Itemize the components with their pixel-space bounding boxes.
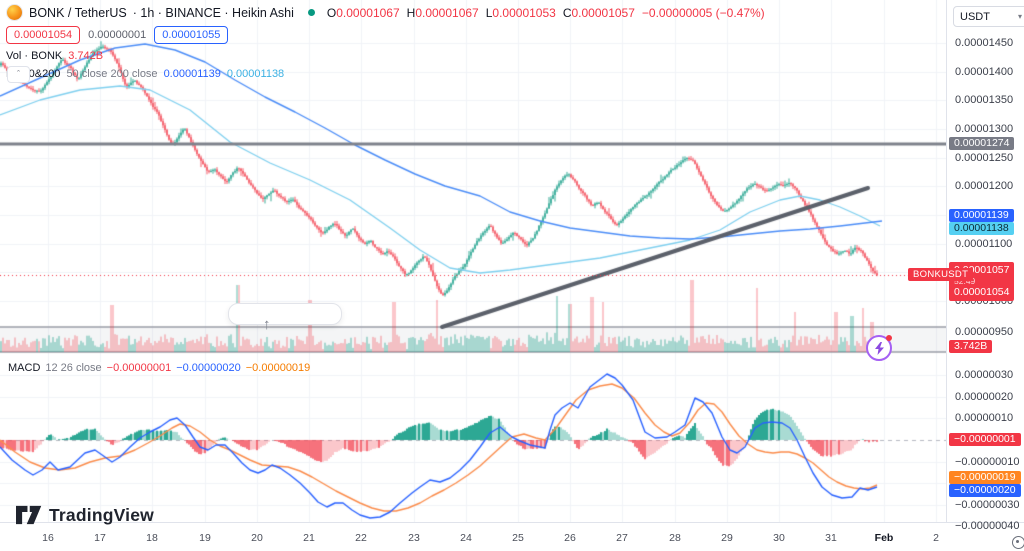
time-tick-label[interactable]: 23 [408,532,420,544]
notification-dot [886,335,892,341]
spread-value: 0.00000001 [88,29,147,41]
chart-legend: BONK / TetherUS · 1h · BINANCE · Heikin … [6,4,765,80]
time-tick-label[interactable]: 17 [94,532,106,544]
volume-value: 3.742B [68,50,104,62]
time-tick-label[interactable]: 16 [42,532,54,544]
macd-hist-badge: −0.00000001 [949,433,1021,446]
ma50-price-badge: 0.00001139 [949,209,1014,222]
volume-indicator-label[interactable]: Vol · BONK [6,50,63,62]
ma200-price-badge: 0.00001138 [949,222,1014,235]
macd-signal-value: −0.00000019 [245,362,311,374]
market-open-dot-icon [307,9,315,16]
ohlc-values: O0.00001067 H0.00001067 L0.00001053 C0.0000… [326,5,765,20]
level-price-badge: 0.00001274 [949,137,1015,150]
time-tick-label[interactable]: 31 [825,532,837,544]
price-tick-label: 0.00001100 [955,238,1013,250]
macd-signal-badge: −0.00000019 [949,471,1021,484]
time-tick-label[interactable]: 18 [146,532,158,544]
empty-tooltip-box [228,303,342,325]
price-tick-label: −0.00000010 [955,456,1020,468]
macd-params: 12 26 close [45,362,102,374]
time-tick-label[interactable]: 19 [199,532,211,544]
prev-price-value: 0.00001054 [954,286,1010,298]
ma-params: 50 close 200 close [66,68,158,80]
price-tick-label: 0.00001300 [955,123,1014,135]
price-tick-label: 0.00000020 [955,391,1014,403]
close-value: 0.00001057 [571,5,635,20]
macd-label: MACD [8,362,41,374]
change-value: −0.00000005 (−0.47%) [641,5,765,20]
time-tick-label[interactable]: 22 [355,532,367,544]
last-price-symbol-chip: BONKUSDT [908,268,974,281]
price-tick-label: −0.00000040 [955,520,1020,532]
ask-price-box[interactable]: 0.00001055 [154,26,229,44]
time-tick-label[interactable]: Feb [874,532,894,544]
currency-label: USDT [960,10,990,23]
macd-line-badge: −0.00000020 [949,484,1021,497]
axis-settings-icon[interactable] [1012,536,1024,549]
open-value: 0.00001067 [336,5,400,20]
macd-line-value: −0.00000020 [176,362,241,374]
pane-move-arrow-icon[interactable]: ↑ [263,316,271,333]
time-axis[interactable]: 16 17 18 19 20 21 22 23 24 25 26 27 28 29 30 31 Feb 2 [0,522,1024,551]
time-tick-label[interactable]: 25 [512,532,524,544]
chart-canvas[interactable] [0,0,946,522]
price-tick-label: 0.00000010 [955,412,1014,424]
ma50-value: 0.00001139 [163,68,221,80]
ma200-value: 0.00001138 [226,68,285,80]
high-value: 0.00001067 [415,5,479,20]
price-tick-label: 0.00001200 [955,180,1014,192]
time-tick-label[interactable]: 28 [669,532,681,544]
symbol-title[interactable]: BONK / TetherUS [29,5,127,20]
price-tick-label: 0.00000030 [955,369,1014,381]
price-tick-label: 0.00001250 [955,152,1014,164]
price-scale[interactable]: USDT ▾ 0.00001450 0.00001400 0.00001350 0.0… [946,0,1024,532]
low-value: 0.00001053 [492,5,556,20]
macd-legend[interactable]: MACD 12 26 close −0.00000001 −0.00000020 −0.… [8,362,316,374]
watermark-text: TradingView [49,504,154,525]
currency-selector[interactable]: USDT ▾ [953,6,1024,27]
bonk-coin-icon [6,4,23,21]
time-tick-label[interactable]: 30 [773,532,785,544]
time-tick-label[interactable]: 26 [564,532,576,544]
time-tick-label[interactable]: 29 [721,532,733,544]
bid-price-box[interactable]: 0.00001054 [6,26,81,44]
bar-countdown: 52:49 [954,276,976,286]
last-price-badge: 0.00001057 52:49 0.00001054 [949,262,1015,301]
price-tick-label: 0.00001400 [955,66,1014,78]
time-tick-label[interactable]: 27 [616,532,628,544]
tradingview-watermark: TradingView [16,504,154,526]
price-tick-label: 0.00001450 [955,37,1014,49]
symbol-interval[interactable]: · 1h · BINANCE · Heikin Ashi [132,5,294,20]
price-tick-label: 0.00000950 [955,326,1014,338]
price-tick-label: 0.00001350 [955,94,1014,106]
boost-lightning-icon[interactable] [866,335,892,361]
price-tick-label: −0.00000030 [955,499,1020,511]
time-tick-label[interactable]: 20 [251,532,263,544]
time-tick-label[interactable]: 24 [460,532,472,544]
chevron-down-icon: ▾ [1017,12,1022,21]
time-tick-label[interactable]: 21 [303,532,315,544]
time-tick-label[interactable]: 2 [933,532,939,544]
lightning-glyph [874,341,884,355]
volume-value-badge: 3.742B [949,340,993,353]
tradingview-logo-icon [16,505,42,525]
macd-hist-value: −0.00000001 [106,362,172,374]
collapse-legend-button[interactable]: ˆ [7,66,30,83]
